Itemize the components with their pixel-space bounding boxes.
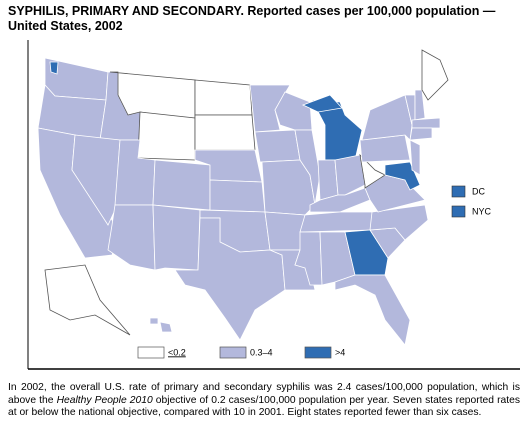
state (254, 129, 301, 163)
state (411, 117, 441, 129)
legend-label: 0.3–4 (250, 347, 273, 357)
legend-swatch (219, 346, 247, 359)
state (44, 264, 131, 336)
inset-label: DC (472, 186, 485, 196)
state (359, 153, 386, 189)
legend-label: <0.2 (168, 347, 186, 357)
state (361, 94, 413, 141)
state (159, 321, 173, 333)
state (334, 154, 366, 196)
state (409, 139, 421, 176)
state (71, 134, 121, 226)
state (384, 161, 421, 191)
state (344, 229, 389, 276)
state (414, 89, 426, 121)
state (174, 217, 286, 341)
state (152, 204, 201, 271)
state (301, 94, 343, 113)
footnote-italic: Healthy People 2010 (56, 394, 153, 406)
state (299, 211, 379, 233)
legend-swatch (137, 346, 165, 359)
state (409, 127, 433, 141)
state (209, 179, 266, 213)
state (311, 99, 363, 161)
state (249, 84, 291, 133)
state (152, 159, 211, 211)
state (49, 61, 59, 75)
state (369, 204, 429, 241)
footnote: In 2002, the overall U.S. rate of primar… (8, 382, 520, 420)
state (194, 114, 256, 151)
legend-swatch (304, 346, 332, 359)
state (194, 79, 253, 116)
state (334, 274, 411, 346)
inset-label: NYC (472, 206, 492, 216)
title: SYPHILIS, PRIMARY AND SECONDARY. Reporte… (8, 4, 496, 33)
state (137, 111, 196, 161)
state (107, 204, 156, 271)
state (149, 317, 159, 325)
state (264, 211, 306, 251)
state (317, 159, 339, 201)
inset-box (451, 185, 466, 198)
state (421, 49, 449, 101)
footnote-text: objective of 0.2 cases/100,000 populatio… (8, 394, 520, 419)
footnote-text: In 2002, the overall U.S. rate of primar… (8, 382, 520, 406)
legend-label: >4 (335, 347, 345, 357)
inset-box (451, 205, 466, 218)
